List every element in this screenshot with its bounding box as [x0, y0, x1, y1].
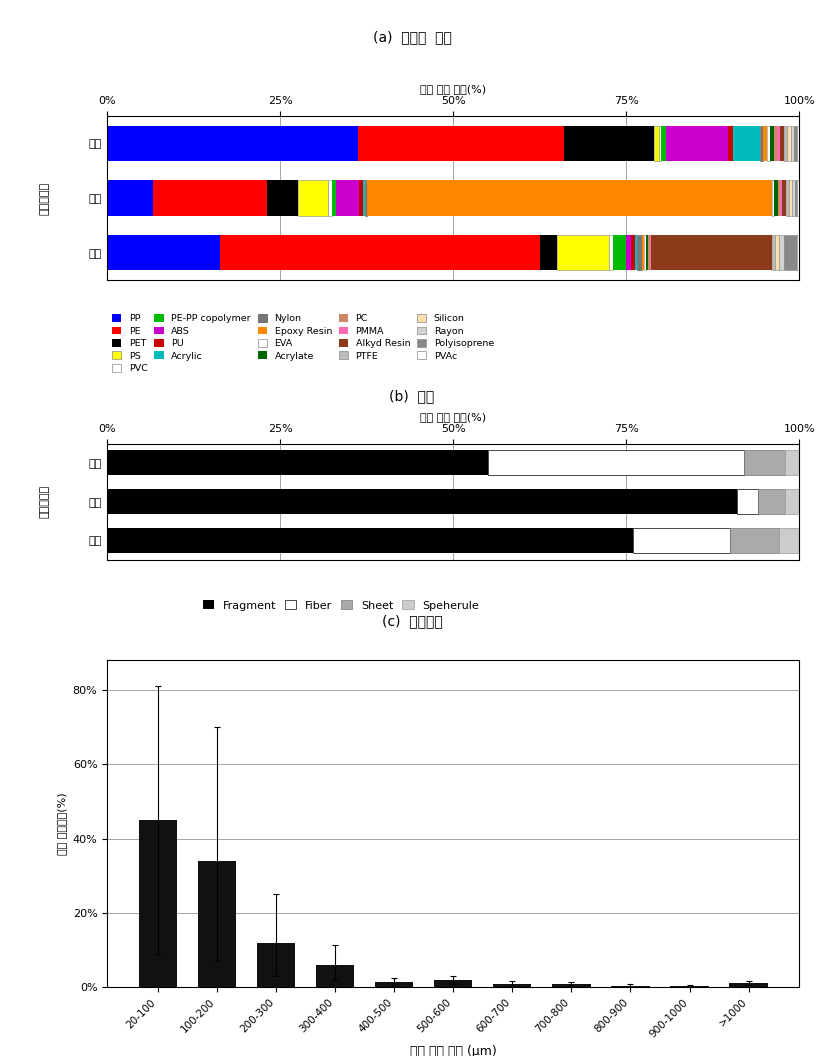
Bar — [729, 983, 768, 987]
Bar — [671, 986, 709, 987]
Bar — [787, 126, 791, 162]
Bar — [198, 861, 236, 987]
Bar — [609, 234, 613, 270]
Bar — [778, 181, 780, 215]
Bar — [298, 181, 329, 215]
Bar — [316, 965, 354, 987]
Bar — [786, 181, 789, 215]
Bar — [359, 181, 363, 215]
Bar — [774, 181, 778, 215]
Bar — [770, 126, 775, 162]
Bar — [540, 234, 557, 270]
Bar — [780, 181, 783, 215]
X-axis label: 형태 구성 비율(%): 형태 구성 비율(%) — [420, 412, 486, 421]
Y-axis label: 분석대상품: 분석대상품 — [40, 485, 49, 518]
Y-axis label: 평균 크기분포(%): 평균 크기분포(%) — [57, 792, 67, 855]
Bar — [780, 126, 784, 162]
Bar — [794, 126, 797, 162]
Bar — [638, 234, 642, 270]
Legend: PP, PE, PET, PS, PVC, PE-PP copolymer, ABS, PU, Acrylic, Nylon, Epoxy Resin, EVA: PP, PE, PET, PS, PVC, PE-PP copolymer, A… — [112, 314, 494, 373]
Text: (a)  폴리머  재질: (a) 폴리머 재질 — [372, 30, 452, 44]
Bar — [138, 819, 177, 987]
Bar — [797, 181, 799, 215]
Bar — [785, 489, 799, 514]
Bar — [666, 126, 728, 162]
Bar — [646, 234, 648, 270]
Bar — [564, 126, 654, 162]
Bar — [634, 234, 638, 270]
Bar — [626, 234, 630, 270]
Bar — [772, 234, 775, 270]
Bar — [557, 234, 609, 270]
Bar — [658, 126, 661, 162]
Bar — [336, 181, 359, 215]
Bar — [784, 234, 797, 270]
Bar — [661, 126, 666, 162]
Bar — [257, 943, 295, 987]
Bar — [267, 181, 298, 215]
Bar — [777, 126, 780, 162]
Bar — [613, 234, 626, 270]
Bar — [797, 234, 799, 270]
Bar — [488, 450, 744, 475]
Bar — [775, 126, 777, 162]
Bar — [767, 126, 770, 162]
Bar — [758, 489, 785, 514]
Bar — [329, 181, 332, 215]
Bar — [785, 450, 799, 475]
X-axis label: 평균 검출 크기 (μm): 평균 검출 크기 (μm) — [410, 1044, 497, 1056]
Bar — [368, 181, 772, 215]
Bar — [797, 126, 799, 162]
Bar — [642, 234, 644, 270]
Bar — [107, 126, 358, 162]
Bar — [654, 126, 658, 162]
Bar — [219, 234, 540, 270]
Bar — [332, 181, 336, 215]
Bar — [789, 181, 793, 215]
Bar — [552, 983, 591, 987]
Bar — [733, 126, 760, 162]
Bar — [783, 181, 786, 215]
Text: (b)  형태: (b) 형태 — [390, 389, 434, 403]
Bar — [107, 450, 488, 475]
Bar — [644, 234, 646, 270]
Bar — [630, 234, 634, 270]
Bar — [760, 126, 762, 162]
Bar — [107, 528, 633, 553]
Bar — [363, 181, 365, 215]
Bar — [107, 181, 153, 215]
Bar — [434, 980, 472, 987]
X-axis label: 재질 구성 비율(%): 재질 구성 비율(%) — [420, 84, 486, 94]
Bar — [794, 181, 797, 215]
Bar — [648, 234, 649, 270]
Bar — [493, 983, 531, 987]
Bar — [375, 982, 414, 987]
Bar — [791, 126, 794, 162]
Bar — [775, 234, 780, 270]
Bar — [107, 489, 737, 514]
Bar — [793, 181, 794, 215]
Bar — [730, 528, 779, 553]
Bar — [772, 181, 774, 215]
Bar — [744, 450, 785, 475]
Bar — [611, 985, 649, 987]
Bar — [728, 126, 733, 162]
Bar — [633, 528, 730, 553]
Bar — [762, 126, 767, 162]
Text: (c)  크기분포: (c) 크기분포 — [382, 614, 442, 628]
Y-axis label: 분석대상품: 분석대상품 — [40, 182, 49, 214]
Bar — [651, 234, 772, 270]
Bar — [779, 528, 799, 553]
Bar — [153, 181, 267, 215]
Bar — [365, 181, 368, 215]
Bar — [737, 489, 758, 514]
Bar — [358, 126, 564, 162]
Bar — [107, 234, 219, 270]
Bar — [649, 234, 651, 270]
Legend: Fragment, Fiber, Sheet, Speherule: Fragment, Fiber, Sheet, Speherule — [203, 600, 480, 610]
Bar — [780, 234, 784, 270]
Bar — [784, 126, 787, 162]
